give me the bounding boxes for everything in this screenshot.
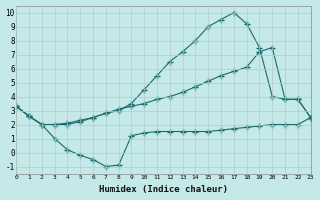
X-axis label: Humidex (Indice chaleur): Humidex (Indice chaleur) <box>99 185 228 194</box>
